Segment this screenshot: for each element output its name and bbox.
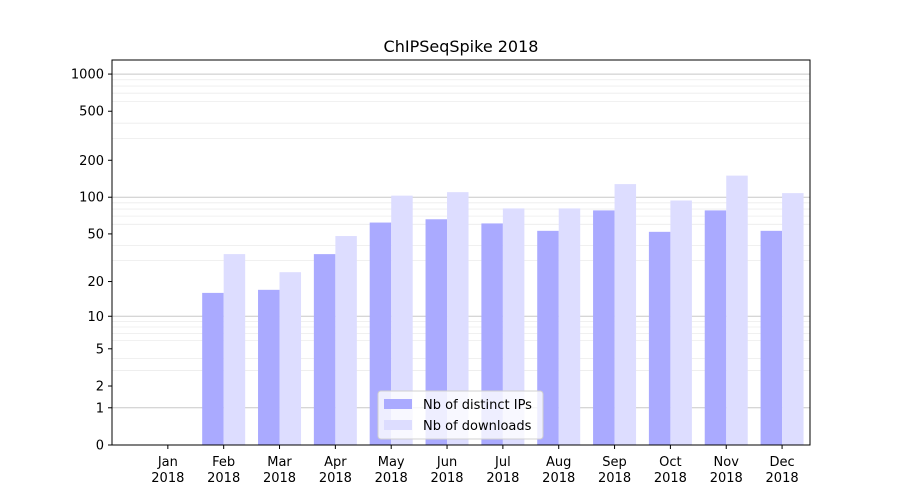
x-tick-label: Nov 2018 bbox=[710, 455, 743, 486]
bar bbox=[614, 184, 637, 445]
y-tick-label: 0 bbox=[96, 439, 104, 454]
bar bbox=[481, 223, 503, 445]
y-tick-label: 100 bbox=[79, 191, 104, 206]
bar bbox=[313, 254, 336, 445]
bar bbox=[258, 289, 280, 445]
y-tick-label: 20 bbox=[87, 275, 104, 290]
y-tick-label: 500 bbox=[79, 105, 104, 120]
bar bbox=[335, 236, 357, 445]
y-tick-label: 5 bbox=[96, 342, 104, 357]
y-tick-label: 200 bbox=[79, 154, 104, 169]
bar bbox=[558, 208, 581, 445]
legend-label: Nb of distinct IPs bbox=[423, 398, 532, 413]
bar bbox=[279, 272, 302, 445]
bar bbox=[202, 292, 224, 445]
bar bbox=[447, 192, 469, 445]
bar bbox=[369, 222, 392, 445]
y-tick-label: 2 bbox=[96, 380, 104, 395]
bar bbox=[593, 210, 615, 445]
bars bbox=[202, 175, 804, 446]
x-tick-label: Apr 2018 bbox=[319, 455, 352, 486]
x-tick-label: Jul 2018 bbox=[486, 455, 519, 486]
bar bbox=[726, 175, 748, 446]
y-tick-label: 10 bbox=[87, 310, 104, 325]
y-tick-label: 1 bbox=[96, 401, 104, 416]
y-tick-label: 1000 bbox=[71, 68, 104, 83]
legend-swatch bbox=[384, 420, 412, 430]
x-tick-label: Jan 2018 bbox=[151, 455, 184, 486]
bar bbox=[425, 219, 448, 445]
legend-swatch bbox=[384, 399, 412, 409]
x-tick-label: Dec 2018 bbox=[766, 455, 799, 486]
y-axis-ticks: 0 1 2 5 10 20 50 100 200 500 1000 bbox=[71, 68, 112, 454]
bar bbox=[670, 200, 692, 445]
x-tick-label: Oct 2018 bbox=[654, 455, 687, 486]
legend: Nb of distinct IPs Nb of downloads bbox=[377, 390, 544, 440]
bar bbox=[502, 208, 525, 445]
bar bbox=[782, 193, 804, 445]
x-tick-label: Feb 2018 bbox=[207, 455, 240, 486]
x-tick-label: Aug 2018 bbox=[542, 455, 575, 486]
bar bbox=[391, 195, 413, 445]
bar bbox=[704, 210, 727, 445]
bar bbox=[648, 231, 671, 445]
bar bbox=[760, 230, 783, 445]
legend-box bbox=[377, 390, 544, 440]
x-axis-ticks: Jan 2018 Feb 2018 Mar 2018 Apr 2018 May 2018 Jun 20… bbox=[151, 445, 799, 486]
bar bbox=[223, 254, 246, 445]
x-tick-label: Mar 2018 bbox=[263, 455, 296, 486]
legend-label: Nb of downloads bbox=[423, 419, 532, 434]
axes bbox=[111, 59, 811, 446]
chart-title: ChIPSeqSpike 2018 bbox=[384, 37, 539, 56]
x-tick-label: Jun 2018 bbox=[430, 455, 463, 486]
x-tick-label: May 2018 bbox=[375, 455, 408, 486]
y-tick-label: 50 bbox=[87, 227, 104, 242]
plot-frame bbox=[111, 59, 811, 446]
x-tick-label: Sep 2018 bbox=[598, 455, 631, 486]
